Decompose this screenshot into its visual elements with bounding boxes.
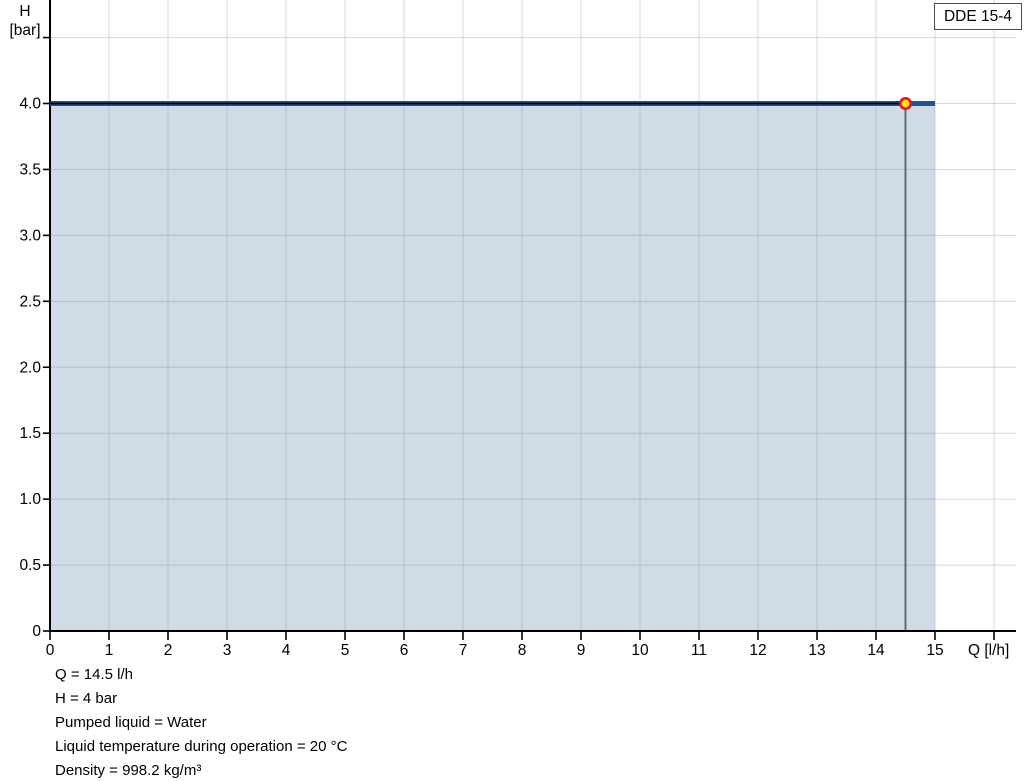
- info-line-temperature: Liquid temperature during operation = 20…: [55, 738, 348, 755]
- operating-conditions-info: Q = 14.5 l/h H = 4 bar Pumped liquid = W…: [55, 663, 347, 781]
- x-axis-unit-label: Q [l/h]: [968, 642, 1009, 659]
- y-tick-label: 4.0: [19, 96, 41, 113]
- y-tick-label: 3.5: [19, 161, 41, 178]
- x-tick-label: 6: [400, 642, 409, 659]
- info-line-density: Density = 998.2 kg/m³: [55, 762, 202, 779]
- operating-point-marker[interactable]: [898, 97, 912, 111]
- x-tick-label: 10: [631, 642, 649, 659]
- x-tick-label: 13: [808, 642, 825, 659]
- info-line-flow: Q = 14.5 l/h: [55, 666, 133, 683]
- curve-area-fill: [50, 103, 935, 631]
- y-tick-label: 3.0: [19, 227, 41, 244]
- x-tick-label: 14: [867, 642, 885, 659]
- y-tick-label: 1.5: [19, 425, 41, 442]
- y-tick-label: 0.5: [19, 557, 41, 574]
- x-tick-label: 0: [46, 642, 55, 659]
- x-tick-label: 5: [341, 642, 350, 659]
- y-tick-label: 0: [32, 623, 41, 640]
- y-tick-label: 2.5: [19, 293, 41, 310]
- y-tick-label: 1.0: [19, 491, 41, 508]
- pump-model-badge: DDE 15-4: [934, 3, 1022, 30]
- x-tick-label: 2: [164, 642, 173, 659]
- x-tick-label: 3: [223, 642, 232, 659]
- x-tick-label: 7: [459, 642, 468, 659]
- y-axis-unit-label-bar: [bar]: [9, 22, 40, 39]
- info-line-liquid: Pumped liquid = Water: [55, 714, 207, 731]
- x-tick-label: 12: [749, 642, 766, 659]
- x-tick-label: 8: [518, 642, 527, 659]
- x-tick-label: 15: [926, 642, 943, 659]
- y-axis-unit-label-h: H: [19, 3, 30, 20]
- y-tick-label: 2.0: [19, 359, 41, 376]
- x-tick-label: 4: [282, 642, 291, 659]
- x-tick-label: 11: [691, 642, 707, 659]
- x-tick-label: 9: [577, 642, 586, 659]
- info-line-head: H = 4 bar: [55, 690, 118, 707]
- x-tick-label: 1: [105, 642, 114, 659]
